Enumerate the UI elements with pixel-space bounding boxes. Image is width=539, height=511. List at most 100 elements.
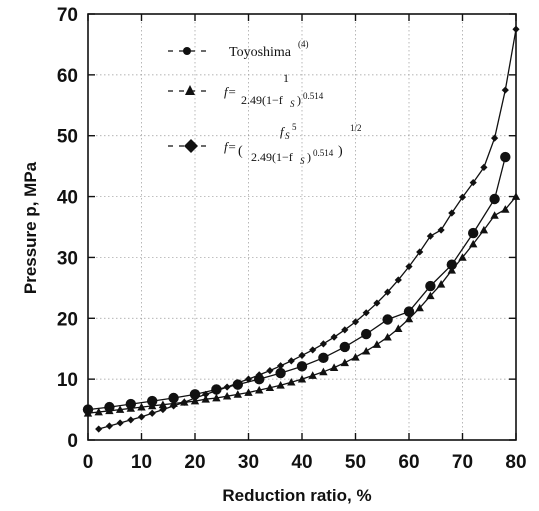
x-tick-label: 30 bbox=[238, 452, 259, 473]
data-point-triangle bbox=[201, 395, 210, 403]
data-point-triangle bbox=[351, 353, 360, 361]
data-point-triangle bbox=[276, 381, 285, 389]
data-point-diamond bbox=[362, 309, 370, 317]
data-point-circle bbox=[168, 392, 179, 404]
data-point-triangle bbox=[501, 205, 510, 213]
data-point-triangle bbox=[287, 377, 296, 386]
x-axis-label: Reduction ratio, % bbox=[222, 486, 371, 505]
data-point-triangle bbox=[458, 253, 467, 261]
legend-formula-2-numerator: f bbox=[280, 124, 286, 139]
data-point-circle bbox=[361, 328, 372, 340]
data-point-diamond bbox=[159, 405, 167, 414]
data-point-diamond bbox=[298, 351, 306, 360]
legend-formula-2-close: ) bbox=[307, 150, 311, 164]
legend-formula-2-numerator-sub: S bbox=[285, 131, 290, 141]
data-point-diamond bbox=[309, 346, 317, 354]
data-point-triangle bbox=[319, 367, 328, 376]
data-point-circle bbox=[500, 151, 511, 163]
data-point-diamond bbox=[330, 333, 338, 341]
axis-ticks bbox=[87, 13, 517, 441]
x-tick-label: 60 bbox=[398, 452, 419, 473]
data-point-diamond bbox=[426, 232, 434, 240]
data-point-diamond bbox=[319, 340, 327, 348]
data-point-circle bbox=[296, 361, 308, 372]
data-point-triangle bbox=[479, 225, 489, 234]
legend-formula-1-exponent: 0.514 bbox=[303, 91, 324, 101]
data-point-diamond bbox=[116, 419, 124, 427]
data-point-diamond bbox=[191, 394, 199, 402]
legend-formula-2-denominator: 2.49(1−f bbox=[251, 150, 293, 164]
data-point-diamond bbox=[416, 248, 424, 256]
data-point-circle bbox=[318, 352, 329, 364]
data-point-diamond bbox=[244, 375, 253, 383]
data-point-triangle bbox=[426, 291, 435, 300]
legend-formula-2-lhs: f= bbox=[224, 139, 236, 154]
data-point-triangle bbox=[126, 404, 135, 412]
legend: Toyoshima (4) f= 1 2.49(1−f S ) 0.514 f=… bbox=[168, 39, 362, 166]
y-axis-label: Pressure p, MPa bbox=[21, 161, 40, 294]
x-tick-label: 40 bbox=[291, 452, 312, 473]
data-point-triangle bbox=[404, 314, 414, 323]
data-point-diamond bbox=[95, 425, 103, 433]
data-point-diamond bbox=[266, 367, 274, 375]
data-point-triangle bbox=[148, 401, 157, 410]
y-tick-label: 30 bbox=[57, 248, 78, 269]
x-tick-label: 0 bbox=[83, 452, 94, 473]
data-point-diamond bbox=[501, 86, 509, 94]
data-point-diamond bbox=[255, 371, 263, 379]
data-point-circle bbox=[403, 306, 415, 317]
legend-marker-circle bbox=[183, 47, 191, 55]
y-tick-label: 60 bbox=[57, 66, 78, 87]
data-point-diamond bbox=[277, 362, 285, 370]
data-point-diamond bbox=[458, 193, 467, 201]
legend-entry-formula-1: f= 1 2.49(1−f S ) 0.514 bbox=[168, 71, 324, 109]
data-point-diamond bbox=[469, 178, 477, 187]
data-point-triangle bbox=[222, 391, 232, 400]
legend-entry-toyoshima: Toyoshima (4) bbox=[168, 39, 309, 60]
legend-formula-2-exponent: 0.514 bbox=[313, 148, 334, 158]
data-point-triangle bbox=[436, 280, 446, 288]
data-point-triangle bbox=[383, 332, 392, 341]
legend-formula-2-close-paren: ) bbox=[338, 144, 343, 159]
data-point-triangle bbox=[394, 324, 403, 332]
grid bbox=[88, 14, 516, 440]
data-point-triangle bbox=[329, 363, 339, 371]
data-point-triangle bbox=[372, 340, 382, 348]
data-point-diamond bbox=[394, 276, 402, 284]
data-point-triangle bbox=[265, 383, 275, 392]
data-point-diamond bbox=[480, 163, 488, 171]
data-point-diamond bbox=[127, 416, 135, 424]
x-tick-label: 70 bbox=[452, 452, 473, 473]
data-point-triangle bbox=[297, 374, 307, 383]
data-point-circle bbox=[147, 395, 158, 407]
y-tick-label: 0 bbox=[67, 431, 78, 452]
data-point-circle bbox=[382, 314, 393, 325]
data-point-diamond bbox=[137, 413, 146, 421]
data-point-triangle bbox=[362, 346, 371, 355]
data-point-diamond bbox=[148, 409, 156, 417]
data-point-diamond bbox=[384, 288, 392, 296]
data-point-circle bbox=[489, 193, 500, 205]
data-point-triangle bbox=[244, 388, 253, 396]
data-point-diamond bbox=[373, 299, 381, 307]
data-point-diamond bbox=[234, 379, 242, 387]
data-point-diamond bbox=[202, 390, 210, 398]
data-point-diamond bbox=[448, 209, 456, 217]
legend-formula-1-numerator: 1 bbox=[283, 71, 289, 85]
data-point-diamond bbox=[180, 398, 188, 406]
legend-label-toyoshima-ref: (4) bbox=[298, 39, 309, 49]
series-diamond bbox=[95, 25, 520, 433]
y-tick-label: 70 bbox=[57, 5, 78, 26]
data-point-diamond bbox=[212, 387, 220, 395]
data-point-circle bbox=[468, 227, 479, 239]
data-point-diamond bbox=[491, 134, 499, 142]
tick-labels: 0 10 20 30 40 50 60 70 80 0 10 20 30 40 50 60 70 bbox=[57, 5, 527, 473]
data-point-triangle bbox=[308, 371, 317, 379]
legend-label-toyoshima: Toyoshima bbox=[229, 45, 292, 60]
data-point-diamond bbox=[341, 326, 349, 334]
data-point-diamond bbox=[405, 262, 413, 271]
legend-formula-1-denominator: 2.49(1−f bbox=[241, 93, 283, 107]
series-triangle bbox=[83, 192, 521, 417]
data-point-circle bbox=[425, 280, 436, 292]
